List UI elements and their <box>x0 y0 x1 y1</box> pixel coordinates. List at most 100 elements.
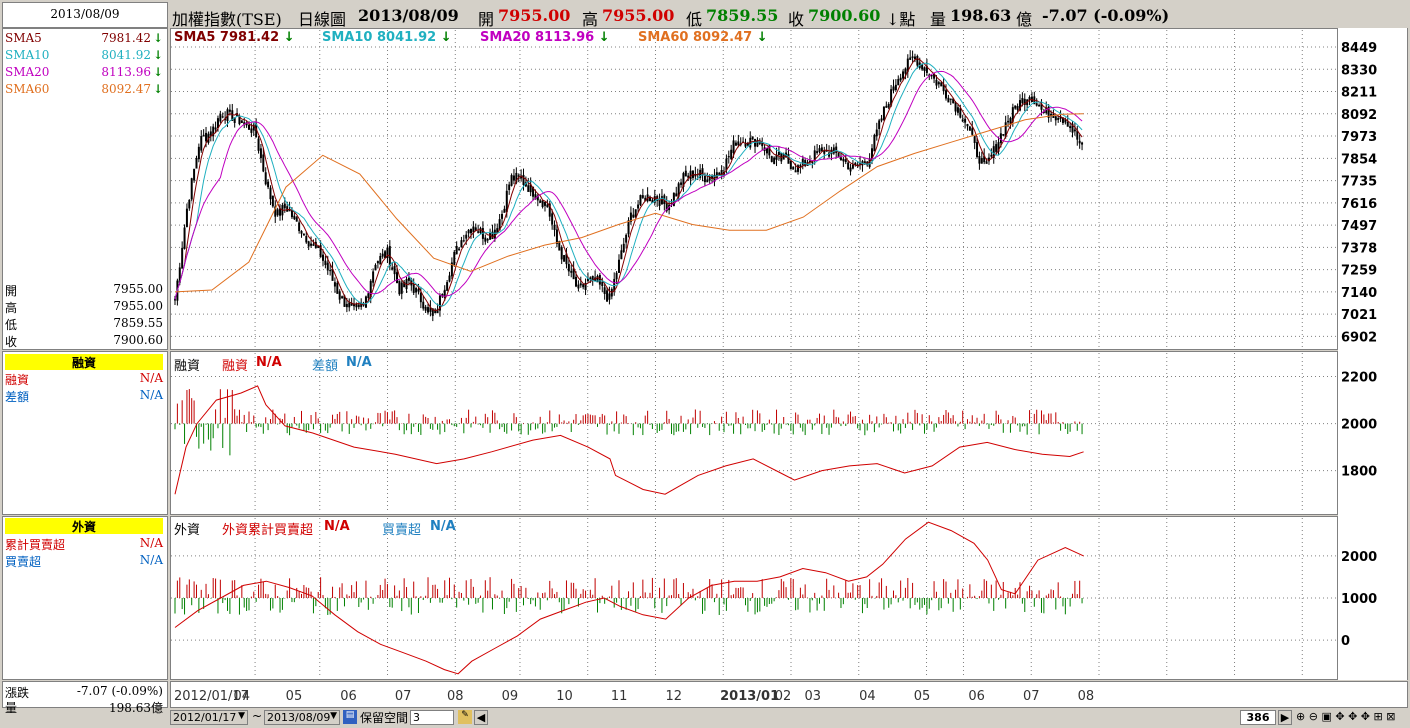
y-tick-label: 7378 <box>1341 241 1377 256</box>
summary-change-row: 漲跌 -7.07 (-0.09%) <box>5 684 163 701</box>
arrow-down-icon: ↓ <box>598 30 610 45</box>
vol-label-side: 量 <box>5 701 18 715</box>
ohlc-label: 收 <box>5 335 18 349</box>
sidebar-ohlc-row: 收 7900.60 <box>5 333 163 350</box>
change-value: -7.07 (-0.09%) <box>1042 6 1170 25</box>
ohlc-label: 開 <box>5 284 18 298</box>
scroll-left-button[interactable]: ◀ <box>474 710 488 725</box>
index-title: 加權指數(TSE) <box>172 10 282 29</box>
legend-text: SMA10 8041.92 <box>322 30 437 45</box>
change-value-side: -7.07 (-0.09%) <box>76 684 163 698</box>
margin-y-tick-label: 2200 <box>1341 371 1377 386</box>
sma5-line <box>174 58 1083 311</box>
ohlc-value: 7955.00 <box>113 299 163 313</box>
foreign-y-tick-label: 2000 <box>1341 550 1377 565</box>
x-tick-label: 05 <box>286 689 303 704</box>
date-range-tilde: ~ <box>252 709 263 723</box>
y-tick-label: 8449 <box>1341 41 1377 56</box>
chevron-down-icon: ▼ <box>238 711 245 721</box>
square-icon[interactable]: ▣ <box>1321 710 1332 723</box>
arrow-down-icon: ↓ <box>152 31 163 45</box>
reserve-input[interactable]: 3 <box>410 710 454 725</box>
grid-icon[interactable]: ⊞ <box>1373 710 1383 723</box>
change-label: 漲跌 <box>5 686 30 700</box>
vol-label: 量 <box>930 10 947 29</box>
margin-row-label: 差額 <box>5 390 30 404</box>
tool-icon[interactable]: ✎ <box>458 710 472 724</box>
margin-row-label: 融資 <box>5 373 30 387</box>
margin-y-tick-label: 2000 <box>1341 418 1377 433</box>
x-tick-label: 12 <box>666 689 683 704</box>
axis-strip <box>1338 28 1408 680</box>
foreign-row-label: 累計買賣超 <box>5 538 66 552</box>
y-tick-label: 7854 <box>1341 152 1377 167</box>
toolbar-icons[interactable]: ⊕ ⊖ ▣ ✥ ✥ ✥ ⊞ ⊠ <box>1296 710 1395 723</box>
fit-icon[interactable]: ✥ <box>1348 710 1358 723</box>
ohlc-value: 7955.00 <box>113 282 163 296</box>
x-tick-label: 09 <box>502 689 519 704</box>
main-legend-item: SMA10 8041.92 ↓ <box>322 30 452 45</box>
margin-row-value: N/A <box>139 388 163 402</box>
x-tick-label: 08 <box>447 689 464 704</box>
expand-icon[interactable]: ✥ <box>1335 710 1345 723</box>
sma10-line <box>174 62 1083 307</box>
sidebar-sma-row: SMA10 8041.92 ↓ <box>5 48 163 65</box>
arrow-down-icon: ↓ <box>756 30 768 45</box>
close-icon[interactable]: ⊠ <box>1386 710 1396 723</box>
foreign-legend-a-label: 外資累計買賣超 <box>222 523 314 538</box>
start-date-select[interactable]: 2012/01/17 ▼ <box>170 710 248 725</box>
foreign-title: 外資 <box>5 518 163 534</box>
settings-icon[interactable]: ▤ <box>343 710 357 724</box>
end-date-select[interactable]: 2013/08/09 ▼ <box>264 710 340 725</box>
move-icon[interactable]: ✥ <box>1360 710 1370 723</box>
date-box-text: 2013/08/09 <box>50 7 120 21</box>
x-axis-strip <box>170 681 1408 708</box>
margin-legend-b-val: N/A <box>346 355 372 370</box>
low-value: 7859.55 <box>706 6 779 25</box>
date-box <box>2 2 168 28</box>
x-tick-label: 2013/01 <box>720 689 779 704</box>
scroll-right-button[interactable]: ▶ <box>1278 710 1292 725</box>
main-legend-item: SMA60 8092.47 ↓ <box>638 30 768 45</box>
ohlc-value: 7859.55 <box>113 316 163 330</box>
end-date-value: 2013/08/09 <box>267 711 331 724</box>
y-tick-label: 7735 <box>1341 175 1377 190</box>
foreign-row-label: 買賣超 <box>5 555 42 569</box>
vol-value: 198.63 <box>950 6 1012 25</box>
zoom-out-icon[interactable]: ⊖ <box>1308 710 1318 723</box>
open-label: 開 <box>478 10 495 29</box>
x-tick-label: 07 <box>1023 689 1040 704</box>
arrow-down-icon: ↓ <box>152 48 163 62</box>
y-tick-label: 8211 <box>1341 86 1377 101</box>
low-label: 低 <box>686 10 703 29</box>
margin-legend-b-label: 差額 <box>312 359 339 374</box>
start-date-value: 2012/01/17 <box>173 711 237 724</box>
foreign-legend-title: 外資 <box>174 523 201 538</box>
margin-line <box>174 385 1084 495</box>
y-tick-label: 8092 <box>1341 108 1377 123</box>
close-value: 7900.60 <box>808 6 881 25</box>
y-tick-label: 6902 <box>1341 330 1377 345</box>
foreign-row-value: N/A <box>139 553 163 567</box>
foreign-y-tick-label: 0 <box>1341 634 1350 649</box>
legend-text: SMA20 8113.96 <box>480 30 595 45</box>
main-chart-panel[interactable] <box>170 28 1338 350</box>
open-value: 7955.00 <box>498 6 571 25</box>
margin-title: 融資 <box>5 354 163 370</box>
zoom-in-icon[interactable]: ⊕ <box>1296 710 1306 723</box>
legend-text: SMA60 8092.47 <box>638 30 753 45</box>
sma-label: SMA10 <box>5 48 50 62</box>
sidebar-main-panel <box>2 28 168 350</box>
x-tick-label: 07 <box>395 689 412 704</box>
sidebar-ohlc-row: 開 7955.00 <box>5 282 163 299</box>
foreign-row-value: N/A <box>139 536 163 550</box>
header-bar: 加權指數(TSE) 日線圖 2013/08/09 開 7955.00 高 795… <box>170 2 1408 29</box>
sidebar-sma-row: SMA20 8113.96 ↓ <box>5 65 163 82</box>
x-tick-label: 05 <box>914 689 931 704</box>
sidebar-margin-row: 差額 N/A <box>5 388 163 405</box>
margin-chart-panel[interactable] <box>170 351 1338 515</box>
sma-label: SMA5 <box>5 31 42 45</box>
sma-value: 8041.92 <box>101 48 151 62</box>
margin-legend-a-label: 融資 <box>222 359 249 374</box>
